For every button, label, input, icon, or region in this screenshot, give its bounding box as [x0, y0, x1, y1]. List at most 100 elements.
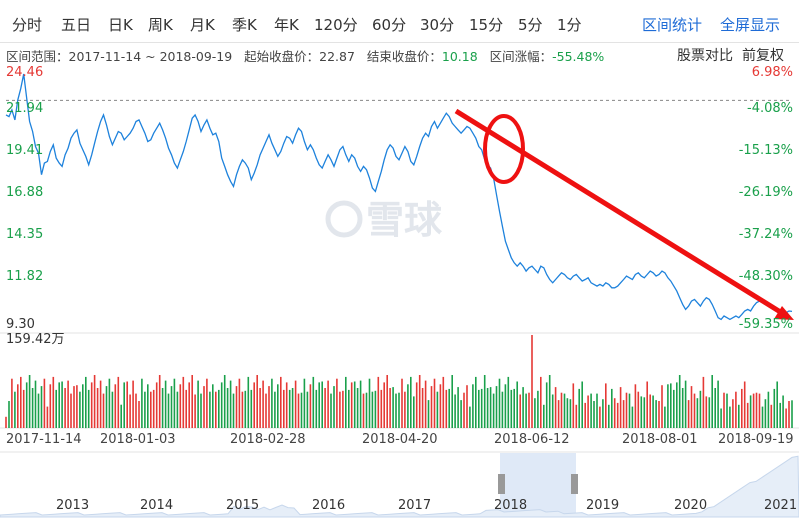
annotation-arrowhead-icon — [774, 306, 794, 320]
navigator-year-label: 2019 — [586, 498, 620, 513]
volume-bar — [738, 404, 740, 428]
volume-bar — [339, 391, 341, 428]
volume-bar — [235, 386, 238, 428]
tab-60min[interactable]: 60分 — [372, 16, 407, 34]
volume-bar — [646, 381, 648, 428]
volume-bar — [758, 393, 761, 428]
tab-yearly-k[interactable]: 年K — [274, 16, 299, 34]
price-tick-label: 9.30 — [6, 317, 35, 332]
tab-monthly-k[interactable]: 月K — [190, 16, 215, 34]
volume-bar — [510, 389, 513, 428]
volume-bar — [386, 375, 388, 428]
volume-bar — [678, 375, 681, 428]
volume-bar — [599, 406, 601, 428]
volume-bar — [73, 386, 75, 428]
tab-weekly-k[interactable]: 周K — [148, 16, 173, 34]
volume-bar — [755, 392, 758, 428]
volume-bar — [575, 404, 578, 428]
adjust-select[interactable]: 前复权 — [742, 48, 784, 64]
toolbar-divider — [0, 42, 799, 43]
volume-bar — [371, 391, 374, 428]
volume-bar — [752, 393, 755, 428]
volume-bar — [767, 391, 770, 428]
volume-bar — [111, 391, 114, 428]
navigator-right-handle[interactable] — [571, 474, 578, 494]
range-stats-button[interactable]: 区间统计 — [642, 16, 703, 34]
volume-bar — [37, 393, 40, 428]
volume-bar — [164, 380, 167, 428]
volume-bar — [782, 395, 784, 428]
volume-bar — [374, 390, 377, 428]
tab-five-day[interactable]: 五日 — [61, 16, 92, 34]
fullscreen-button[interactable]: 全屏显示 — [720, 16, 781, 34]
volume-bar — [114, 384, 117, 428]
tab-daily-k[interactable]: 日K — [108, 16, 133, 34]
volume-bar — [223, 375, 226, 428]
volume-bar — [410, 376, 412, 429]
tab-30min[interactable]: 30分 — [420, 16, 455, 34]
tab-1min[interactable]: 1分 — [557, 16, 582, 34]
volume-bar — [557, 400, 560, 428]
volume-bar — [321, 381, 323, 428]
date-tick-label: 2018-04-20 — [362, 432, 438, 447]
volume-bar — [658, 401, 660, 428]
volume-bar — [779, 402, 781, 428]
volume-bar — [105, 386, 108, 428]
volume-bar — [259, 388, 261, 428]
volume-bar — [271, 378, 273, 428]
volume-bar — [120, 404, 122, 428]
volume-bar — [117, 376, 120, 429]
volume-bar — [232, 393, 235, 428]
volume-bar — [238, 378, 241, 428]
volume-bar — [720, 408, 722, 428]
volume-bar — [676, 382, 678, 428]
volume-bar — [519, 394, 521, 428]
volume-bar — [96, 388, 99, 428]
volume-bar — [70, 393, 72, 428]
volume-bar — [661, 385, 663, 428]
volume-bar — [327, 380, 329, 428]
volume-bar — [693, 393, 696, 428]
tab-120min[interactable]: 120分 — [314, 16, 358, 34]
volume-bar — [350, 382, 353, 428]
volume-bar — [392, 387, 394, 428]
volume-bar — [457, 387, 459, 428]
volume-bar — [466, 385, 468, 428]
tab-15min[interactable]: 15分 — [469, 16, 504, 34]
stock-compare-button[interactable]: 股票对比 — [677, 48, 733, 64]
volume-bar — [684, 380, 687, 428]
volume-bar — [318, 382, 320, 428]
volume-bar — [398, 392, 400, 428]
volume-bar — [770, 404, 773, 428]
price-tick-label: 21.94 — [6, 101, 44, 116]
volume-bar — [507, 376, 510, 429]
volume-bar — [55, 389, 57, 428]
watermark: 雪球 — [325, 198, 443, 242]
navigator-left-handle[interactable] — [498, 474, 505, 494]
volume-bar — [277, 384, 279, 428]
volume-bar — [141, 378, 143, 428]
tab-intraday[interactable]: 分时 — [12, 16, 43, 34]
percent-tick-label: -59.35% — [738, 317, 793, 332]
end-close-label: 结束收盘价： — [366, 49, 442, 64]
volume-bar — [262, 380, 264, 428]
volume-bar — [407, 384, 409, 428]
navigator-year-label: 2020 — [674, 498, 708, 513]
volume-bar — [504, 384, 507, 428]
range-change-label: 区间涨幅： — [489, 49, 553, 64]
tab-quarterly-k[interactable]: 季K — [232, 16, 257, 34]
volume-bar — [578, 388, 580, 428]
volume-bar — [22, 389, 25, 428]
volume-bar — [711, 375, 713, 428]
tab-5min[interactable]: 5分 — [518, 16, 543, 34]
navigator-selection[interactable] — [500, 453, 576, 517]
volume-bar — [294, 380, 297, 428]
volume-bar — [102, 393, 105, 428]
volume-bar — [702, 376, 705, 429]
volume-bar — [306, 391, 309, 428]
volume-bar — [253, 382, 255, 428]
volume-bar — [643, 397, 646, 428]
price-tick-label: 19.41 — [6, 143, 44, 158]
navigator-year-label: 2013 — [56, 498, 90, 513]
volume-bar — [256, 375, 258, 428]
